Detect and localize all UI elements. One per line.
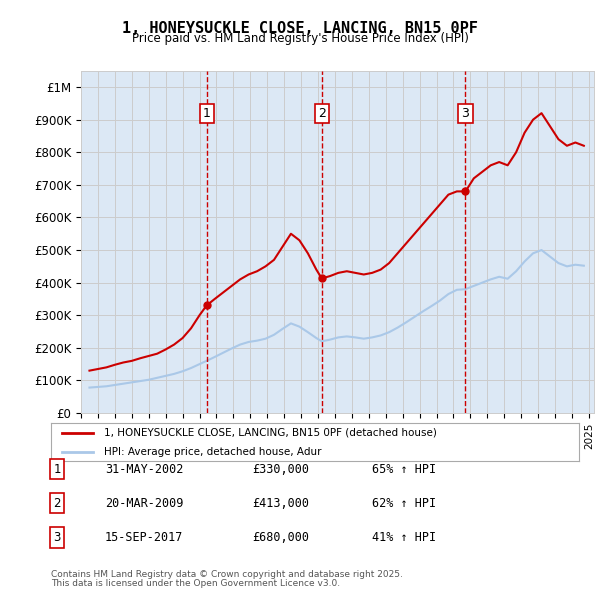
Text: 1, HONEYSUCKLE CLOSE, LANCING, BN15 0PF: 1, HONEYSUCKLE CLOSE, LANCING, BN15 0PF — [122, 21, 478, 35]
Text: 41% ↑ HPI: 41% ↑ HPI — [372, 531, 436, 544]
Text: Price paid vs. HM Land Registry's House Price Index (HPI): Price paid vs. HM Land Registry's House … — [131, 32, 469, 45]
Text: 2: 2 — [318, 107, 326, 120]
Text: 1, HONEYSUCKLE CLOSE, LANCING, BN15 0PF (detached house): 1, HONEYSUCKLE CLOSE, LANCING, BN15 0PF … — [104, 428, 437, 438]
Text: 3: 3 — [53, 531, 61, 544]
Text: This data is licensed under the Open Government Licence v3.0.: This data is licensed under the Open Gov… — [51, 579, 340, 588]
Text: HPI: Average price, detached house, Adur: HPI: Average price, detached house, Adur — [104, 447, 322, 457]
Text: Contains HM Land Registry data © Crown copyright and database right 2025.: Contains HM Land Registry data © Crown c… — [51, 571, 403, 579]
Text: 65% ↑ HPI: 65% ↑ HPI — [372, 463, 436, 476]
Text: 15-SEP-2017: 15-SEP-2017 — [105, 531, 184, 544]
Text: £413,000: £413,000 — [252, 497, 309, 510]
Text: 3: 3 — [461, 107, 469, 120]
Text: 1: 1 — [53, 463, 61, 476]
Text: 2: 2 — [53, 497, 61, 510]
Text: 62% ↑ HPI: 62% ↑ HPI — [372, 497, 436, 510]
Text: £330,000: £330,000 — [252, 463, 309, 476]
Text: £680,000: £680,000 — [252, 531, 309, 544]
Text: 1: 1 — [203, 107, 211, 120]
Text: 31-MAY-2002: 31-MAY-2002 — [105, 463, 184, 476]
Text: 20-MAR-2009: 20-MAR-2009 — [105, 497, 184, 510]
